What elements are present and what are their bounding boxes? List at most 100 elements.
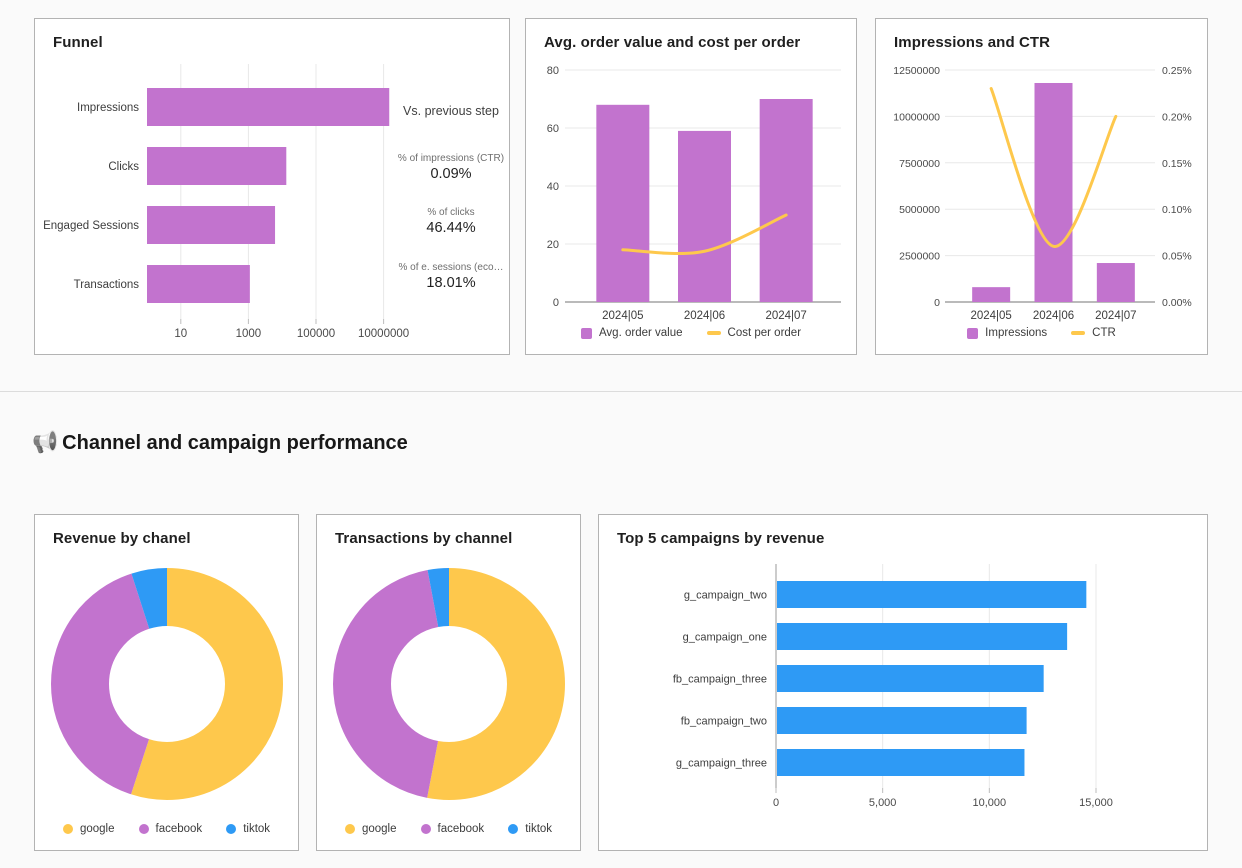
legend-item-avg-order-value[interactable]: Avg. order value [580, 327, 683, 339]
x-axis-tick-label: 2024|05 [602, 310, 643, 322]
legend-label: google [79, 823, 115, 835]
campaign-bar-fb-campaign-three[interactable] [777, 665, 1044, 692]
annotation-label: % of e. sessions (eco… [398, 262, 504, 273]
transactions-by-channel-panel: Transactions by channel google facebook ti… [316, 514, 581, 851]
category-label: g_campaign_one [683, 632, 767, 644]
x-axis-tick-label: 2024|07 [765, 310, 806, 322]
line-cost-per-order[interactable] [621, 213, 788, 256]
x-axis-tick-label: 2024|06 [684, 310, 725, 322]
legend-item-tiktok[interactable]: tiktok [508, 823, 552, 835]
revenue-by-channel-legend: google facebook tiktok [35, 823, 298, 835]
donut-slice-tiktok[interactable] [333, 568, 565, 800]
funnel-panel-title: Funnel [53, 34, 103, 51]
impressions-ctr-chart: 0 0.00% 2500000 0.05% 5000000 0.10% 7500000 0.1… [893, 65, 1192, 322]
funnel-bar-transactions[interactable] [147, 265, 250, 303]
legend-label: Cost per order [727, 327, 802, 339]
bar-2024-06[interactable] [1034, 82, 1073, 302]
donut-group [51, 568, 283, 800]
category-label: fb_campaign_two [681, 716, 767, 728]
legend-item-facebook[interactable]: facebook [138, 823, 203, 835]
section-header: 📢 Channel and campaign performance [32, 431, 408, 455]
annotation-label: % of impressions (CTR) [397, 153, 505, 164]
y-axis-tick-label: 60 [547, 123, 559, 135]
revenue-by-channel-chart [51, 568, 283, 800]
x-axis-tick-label: 2024|06 [1033, 310, 1074, 322]
legend-swatch-square [580, 327, 592, 339]
funnel-bar-clicks[interactable] [147, 147, 287, 185]
legend-item-cost-per-order[interactable]: Cost per order [706, 327, 802, 339]
funnel-bar-impressions[interactable] [147, 88, 390, 126]
aov-cpo-legend: Avg. order value Cost per order [526, 327, 856, 339]
top5-campaigns-title: Top 5 campaigns by revenue [617, 530, 825, 547]
category-label: Engaged Sessions [43, 220, 139, 232]
legend-label: tiktok [525, 823, 553, 835]
legend-swatch-dash [706, 331, 721, 335]
right-axis-tick-label: 0.20% [1162, 111, 1192, 123]
impressions-ctr-panel-title: Impressions and CTR [894, 34, 1051, 51]
funnel-annotation-item: % of impressions (CTR) 0.09% [387, 152, 515, 183]
transactions-by-channel-title: Transactions by channel [335, 530, 513, 547]
category-label: Impressions [77, 102, 139, 114]
legend-swatch-dot [62, 824, 73, 834]
campaign-bar-fb-campaign-two[interactable] [777, 707, 1027, 734]
x-axis-tick-label: 1000 [236, 328, 262, 340]
x-axis-tick-label: 5,000 [869, 797, 897, 809]
left-axis-tick-label: 2500000 [899, 251, 940, 263]
legend-item-facebook[interactable]: facebook [420, 823, 485, 835]
x-axis-tick-label: 2024|05 [970, 310, 1011, 322]
x-axis-tick-label: 10,000 [973, 797, 1007, 809]
legend-label: facebook [155, 823, 203, 835]
right-axis-tick-label: 0.05% [1162, 251, 1192, 263]
x-axis-tick-label: 10000000 [358, 328, 409, 340]
right-axis-tick-label: 0.10% [1162, 204, 1192, 216]
y-axis-tick-label: 20 [547, 239, 559, 251]
category-label: fb_campaign_three [673, 674, 767, 686]
aov-cpo-panel-title: Avg. order value and cost per order [544, 34, 801, 51]
aov-cpo-chart: 0 20 40 60 80 2024|05 2024|06 2024|07 [547, 65, 841, 322]
bar-2024-05[interactable] [596, 104, 650, 302]
funnel-bar-engaged-sessions[interactable] [147, 206, 276, 244]
revenue-by-channel-title: Revenue by chanel [53, 530, 191, 547]
category-label: g_campaign_two [684, 590, 767, 602]
legend-swatch-dot [226, 824, 237, 834]
right-axis-tick-label: 0.00% [1162, 297, 1192, 309]
legend-item-google[interactable]: google [62, 823, 115, 835]
annotation-label: % of clicks [427, 207, 475, 218]
donut-slice-facebook[interactable] [333, 568, 565, 800]
campaign-bar-g-campaign-two[interactable] [777, 581, 1087, 608]
y-axis-tick-label: 80 [547, 65, 559, 77]
impressions-ctr-legend: Impressions CTR [876, 327, 1207, 339]
legend-item-tiktok[interactable]: tiktok [226, 823, 270, 835]
funnel-annotation-item: % of e. sessions (eco… 18.01% [387, 261, 515, 292]
funnel-chart: 10 1000 100000 10000000 Impressions Clicks Eng… [43, 64, 409, 340]
legend-label: facebook [437, 823, 485, 835]
annotation-value: 18.01% [426, 275, 476, 291]
donut-group [333, 568, 565, 800]
bar-2024-06[interactable] [678, 130, 731, 302]
bar-2024-05[interactable] [972, 287, 1011, 302]
x-axis-tick-label: 100000 [297, 328, 335, 340]
x-axis-tick-label: 15,000 [1079, 797, 1113, 809]
donut-slice-tiktok[interactable] [51, 568, 283, 800]
category-label: g_campaign_three [676, 758, 767, 770]
top5-campaigns-panel: Top 5 campaigns by revenue 0 5,000 10,000 1… [598, 514, 1208, 851]
legend-label: tiktok [243, 823, 271, 835]
campaign-bar-g-campaign-one[interactable] [777, 623, 1068, 650]
legend-item-ctr[interactable]: CTR [1071, 327, 1116, 339]
x-axis-tick-label: 2024|07 [1095, 310, 1136, 322]
right-axis-tick-label: 0.25% [1162, 65, 1192, 77]
legend-label: google [361, 823, 397, 835]
bar-2024-07[interactable] [759, 99, 813, 302]
legend-swatch-dot [344, 824, 355, 834]
left-axis-tick-label: 0 [934, 297, 940, 309]
campaign-bar-g-campaign-three[interactable] [777, 749, 1025, 776]
legend-item-google[interactable]: google [344, 823, 397, 835]
category-label: Transactions [74, 279, 140, 291]
line-ctr[interactable] [989, 87, 1118, 248]
legend-swatch-dot [138, 824, 149, 834]
bar-2024-07[interactable] [1096, 263, 1135, 302]
legend-item-impressions[interactable]: Impressions [967, 327, 1047, 339]
x-axis-tick-label: 0 [773, 797, 779, 809]
donut-slice-facebook[interactable] [51, 568, 283, 800]
left-axis-tick-label: 7500000 [899, 158, 940, 170]
